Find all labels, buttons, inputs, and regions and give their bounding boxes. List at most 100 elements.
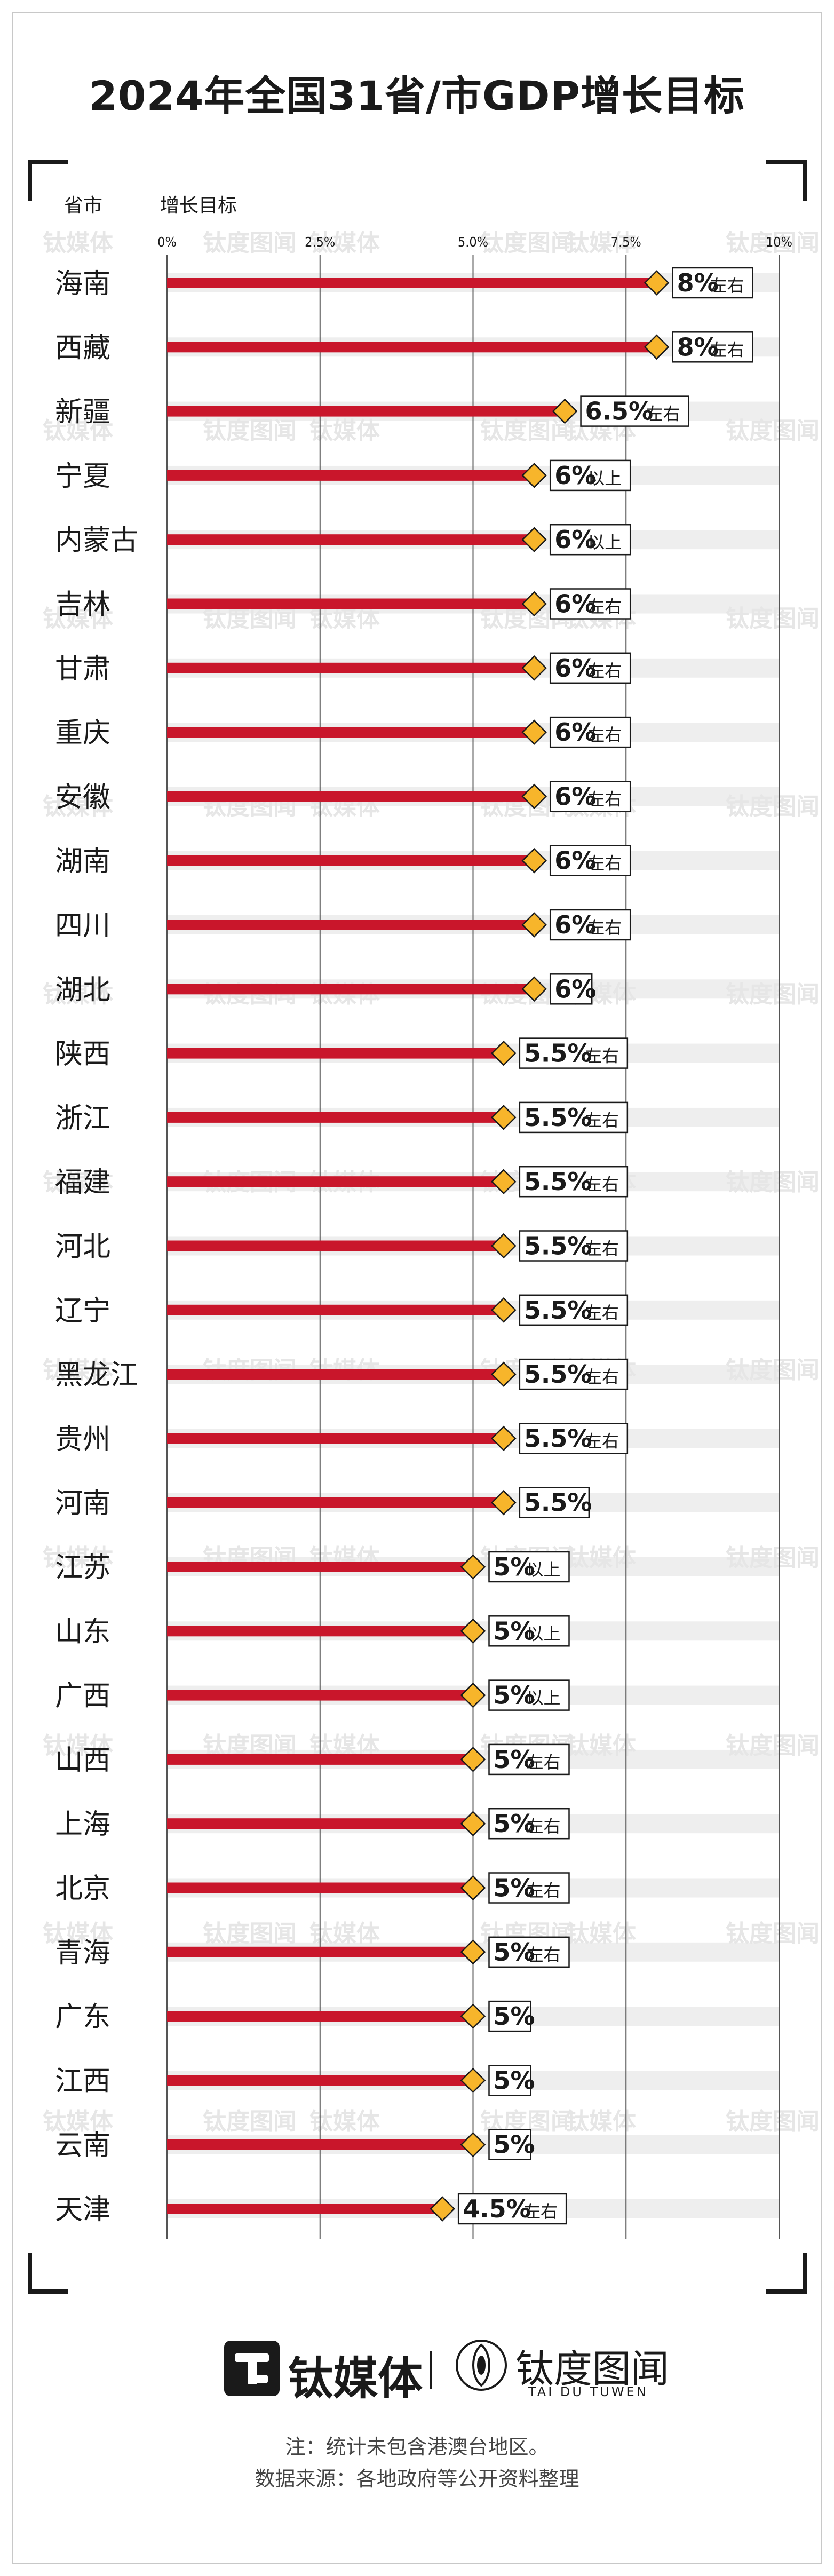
value-marker	[460, 1618, 486, 1644]
value-qualifier: 左右	[646, 404, 680, 424]
outer-frame	[12, 12, 822, 2564]
value-marker	[521, 912, 547, 938]
value-label-box	[457, 2193, 567, 2225]
goal-bar	[167, 1754, 473, 1765]
watermark-text: 钛媒体	[43, 981, 113, 1008]
value-label-box	[488, 1615, 570, 1647]
value-label-box	[672, 267, 753, 299]
goal-bar	[167, 1433, 504, 1444]
goal-bar	[167, 855, 535, 866]
value-qualifier: 左右	[587, 917, 622, 938]
column-header-province: 省市	[64, 195, 103, 217]
goal-bar	[167, 470, 535, 481]
eye-logo-icon	[456, 2340, 507, 2391]
province-label: 陕西	[55, 1039, 110, 1071]
province-label: 北京	[55, 1873, 110, 1905]
watermark-text: 钛媒体	[309, 2108, 380, 2135]
value-label-box	[519, 1166, 629, 1198]
value-label-box	[549, 973, 593, 1005]
value-label: 6.5%	[585, 397, 654, 426]
value-label-box	[488, 2000, 531, 2032]
value-marker	[491, 1040, 517, 1066]
value-label: 5%	[494, 1809, 535, 1838]
value-marker	[521, 783, 547, 810]
value-marker	[491, 1361, 517, 1387]
watermark-text: 钛度图闻	[726, 417, 820, 445]
value-marker	[460, 1554, 486, 1580]
province-label: 河北	[55, 1231, 110, 1263]
x-tick-label: 0%	[157, 234, 177, 250]
watermark-text: 钛度图闻	[726, 229, 820, 257]
watermark-text: 钛媒体	[43, 1920, 113, 1947]
watermark-text: 钛媒体	[43, 2108, 113, 2135]
value-qualifier: 以上	[587, 532, 622, 552]
province-label: 江西	[55, 2065, 110, 2097]
value-label-box	[549, 652, 631, 684]
watermark-text: 钛度图闻	[726, 1169, 820, 1196]
value-label: 8%	[677, 332, 719, 361]
value-qualifier: 左右	[585, 1303, 619, 1323]
value-label-box	[488, 1551, 570, 1583]
value-qualifier: 以上	[527, 1623, 561, 1644]
value-label-box	[549, 781, 631, 812]
value-marker	[521, 655, 547, 681]
value-label: 5.5%	[524, 1167, 592, 1196]
data-source-note: 数据来源：各地政府等公开资料整理	[255, 2467, 579, 2491]
value-label-box	[488, 1936, 570, 1968]
value-qualifier: 左右	[527, 1816, 561, 1836]
value-marker	[491, 1297, 517, 1323]
value-qualifier: 左右	[527, 1752, 561, 1772]
province-label: 河南	[55, 1488, 110, 1520]
value-label: 5%	[494, 1681, 535, 1710]
goal-bar	[167, 2139, 473, 2150]
goal-bar	[167, 1690, 473, 1701]
value-label: 5%	[494, 1874, 535, 1903]
province-label: 天津	[55, 2194, 110, 2226]
watermark-text: 钛媒体	[43, 1544, 113, 1572]
watermark-text: 钛度图闻	[726, 1920, 820, 1947]
province-label: 四川	[55, 910, 110, 942]
value-qualifier: 左右	[527, 1945, 561, 1965]
taimeiti-logo-icon	[224, 2341, 280, 2396]
value-label: 6%	[554, 910, 596, 939]
value-label: 6%	[554, 590, 596, 619]
value-marker	[430, 2196, 455, 2222]
value-qualifier: 左右	[587, 597, 622, 617]
value-label-box	[488, 1808, 570, 1840]
value-qualifier: 左右	[527, 1881, 561, 1901]
province-label: 海南	[55, 268, 110, 300]
goal-bar	[167, 727, 535, 738]
watermark-text: 钛度图闻	[726, 1544, 820, 1572]
value-marker	[644, 334, 670, 360]
province-label: 贵州	[55, 1423, 110, 1455]
watermark-text: 钛媒体	[43, 793, 113, 820]
value-label-box	[580, 395, 689, 427]
corner-bracket-top-left	[28, 160, 68, 201]
value-marker	[460, 1875, 486, 1901]
value-label-box	[549, 588, 631, 620]
province-label: 吉林	[55, 589, 110, 621]
value-marker	[521, 591, 547, 617]
value-marker	[521, 847, 547, 874]
value-marker	[460, 1811, 486, 1836]
watermark-text: 钛媒体	[43, 1732, 113, 1759]
goal-bar	[167, 406, 565, 417]
value-qualifier: 左右	[585, 1367, 619, 1387]
x-tick-label: 7.5%	[611, 234, 641, 250]
value-label: 5.5%	[524, 1103, 592, 1132]
province-label: 辽宁	[55, 1295, 110, 1327]
value-label: 5.5%	[524, 1039, 592, 1068]
value-label-box	[488, 1743, 570, 1776]
goal-bar	[167, 1240, 504, 1251]
watermark-text: 钛媒体	[566, 1732, 636, 1759]
watermark-text: 钛度图闻	[726, 1357, 820, 1384]
watermark-text: 钛度图闻	[480, 417, 574, 445]
goal-bar	[167, 1048, 504, 1059]
province-label: 山西	[55, 1745, 110, 1777]
watermark-text: 钛度图闻	[726, 2108, 820, 2135]
value-label: 5.5%	[524, 1296, 592, 1325]
value-marker	[491, 1425, 517, 1452]
value-marker	[521, 976, 547, 1002]
value-qualifier: 以上	[527, 1688, 561, 1708]
